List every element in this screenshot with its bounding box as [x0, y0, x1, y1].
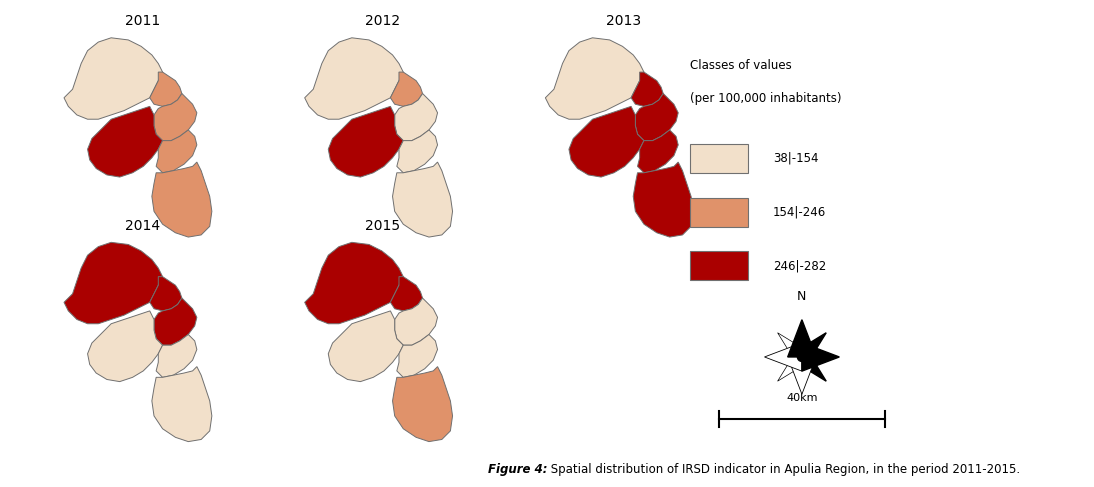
Polygon shape: [88, 106, 163, 177]
Text: (per 100,000 inhabitants): (per 100,000 inhabitants): [689, 92, 841, 105]
Polygon shape: [788, 357, 816, 394]
Text: 40km: 40km: [787, 393, 817, 402]
Polygon shape: [305, 243, 404, 324]
Polygon shape: [152, 162, 212, 237]
Polygon shape: [397, 130, 438, 173]
Title: 2012: 2012: [365, 14, 400, 28]
Polygon shape: [393, 162, 453, 237]
Title: 2011: 2011: [125, 14, 160, 28]
Polygon shape: [631, 72, 663, 106]
Polygon shape: [395, 94, 438, 141]
Text: 246|-282: 246|-282: [772, 260, 826, 272]
Text: 38|-154: 38|-154: [772, 152, 818, 165]
Polygon shape: [393, 367, 453, 442]
Polygon shape: [636, 94, 678, 141]
Polygon shape: [638, 130, 678, 173]
Polygon shape: [65, 38, 163, 119]
Polygon shape: [391, 277, 422, 311]
Polygon shape: [328, 311, 404, 382]
Polygon shape: [778, 333, 802, 357]
Polygon shape: [569, 106, 644, 177]
Polygon shape: [802, 357, 826, 381]
Polygon shape: [156, 130, 197, 173]
Text: Figure 4:: Figure 4:: [488, 464, 547, 476]
Polygon shape: [802, 333, 826, 357]
Polygon shape: [397, 335, 438, 377]
Polygon shape: [150, 277, 182, 311]
FancyBboxPatch shape: [689, 144, 748, 173]
Circle shape: [798, 353, 806, 361]
Polygon shape: [788, 319, 816, 357]
Polygon shape: [88, 311, 163, 382]
Polygon shape: [802, 343, 839, 371]
Title: 2015: 2015: [365, 219, 400, 233]
Polygon shape: [154, 298, 197, 345]
Polygon shape: [65, 243, 163, 324]
Title: 2014: 2014: [125, 219, 160, 233]
Text: Classes of values: Classes of values: [689, 59, 791, 72]
Polygon shape: [150, 72, 182, 106]
Title: 2013: 2013: [606, 14, 641, 28]
Polygon shape: [765, 343, 802, 371]
Text: Spatial distribution of IRSD indicator in Apulia Region, in the period 2011-2015: Spatial distribution of IRSD indicator i…: [547, 464, 1020, 476]
Polygon shape: [633, 162, 694, 237]
FancyBboxPatch shape: [689, 198, 748, 226]
Text: 154|-246: 154|-246: [772, 206, 826, 219]
FancyBboxPatch shape: [689, 251, 748, 281]
Polygon shape: [395, 298, 438, 345]
Text: N: N: [798, 290, 806, 303]
Polygon shape: [778, 357, 802, 381]
Polygon shape: [546, 38, 644, 119]
Polygon shape: [156, 335, 197, 377]
Polygon shape: [154, 94, 197, 141]
Polygon shape: [152, 367, 212, 442]
Polygon shape: [305, 38, 404, 119]
Polygon shape: [391, 72, 422, 106]
Polygon shape: [328, 106, 404, 177]
